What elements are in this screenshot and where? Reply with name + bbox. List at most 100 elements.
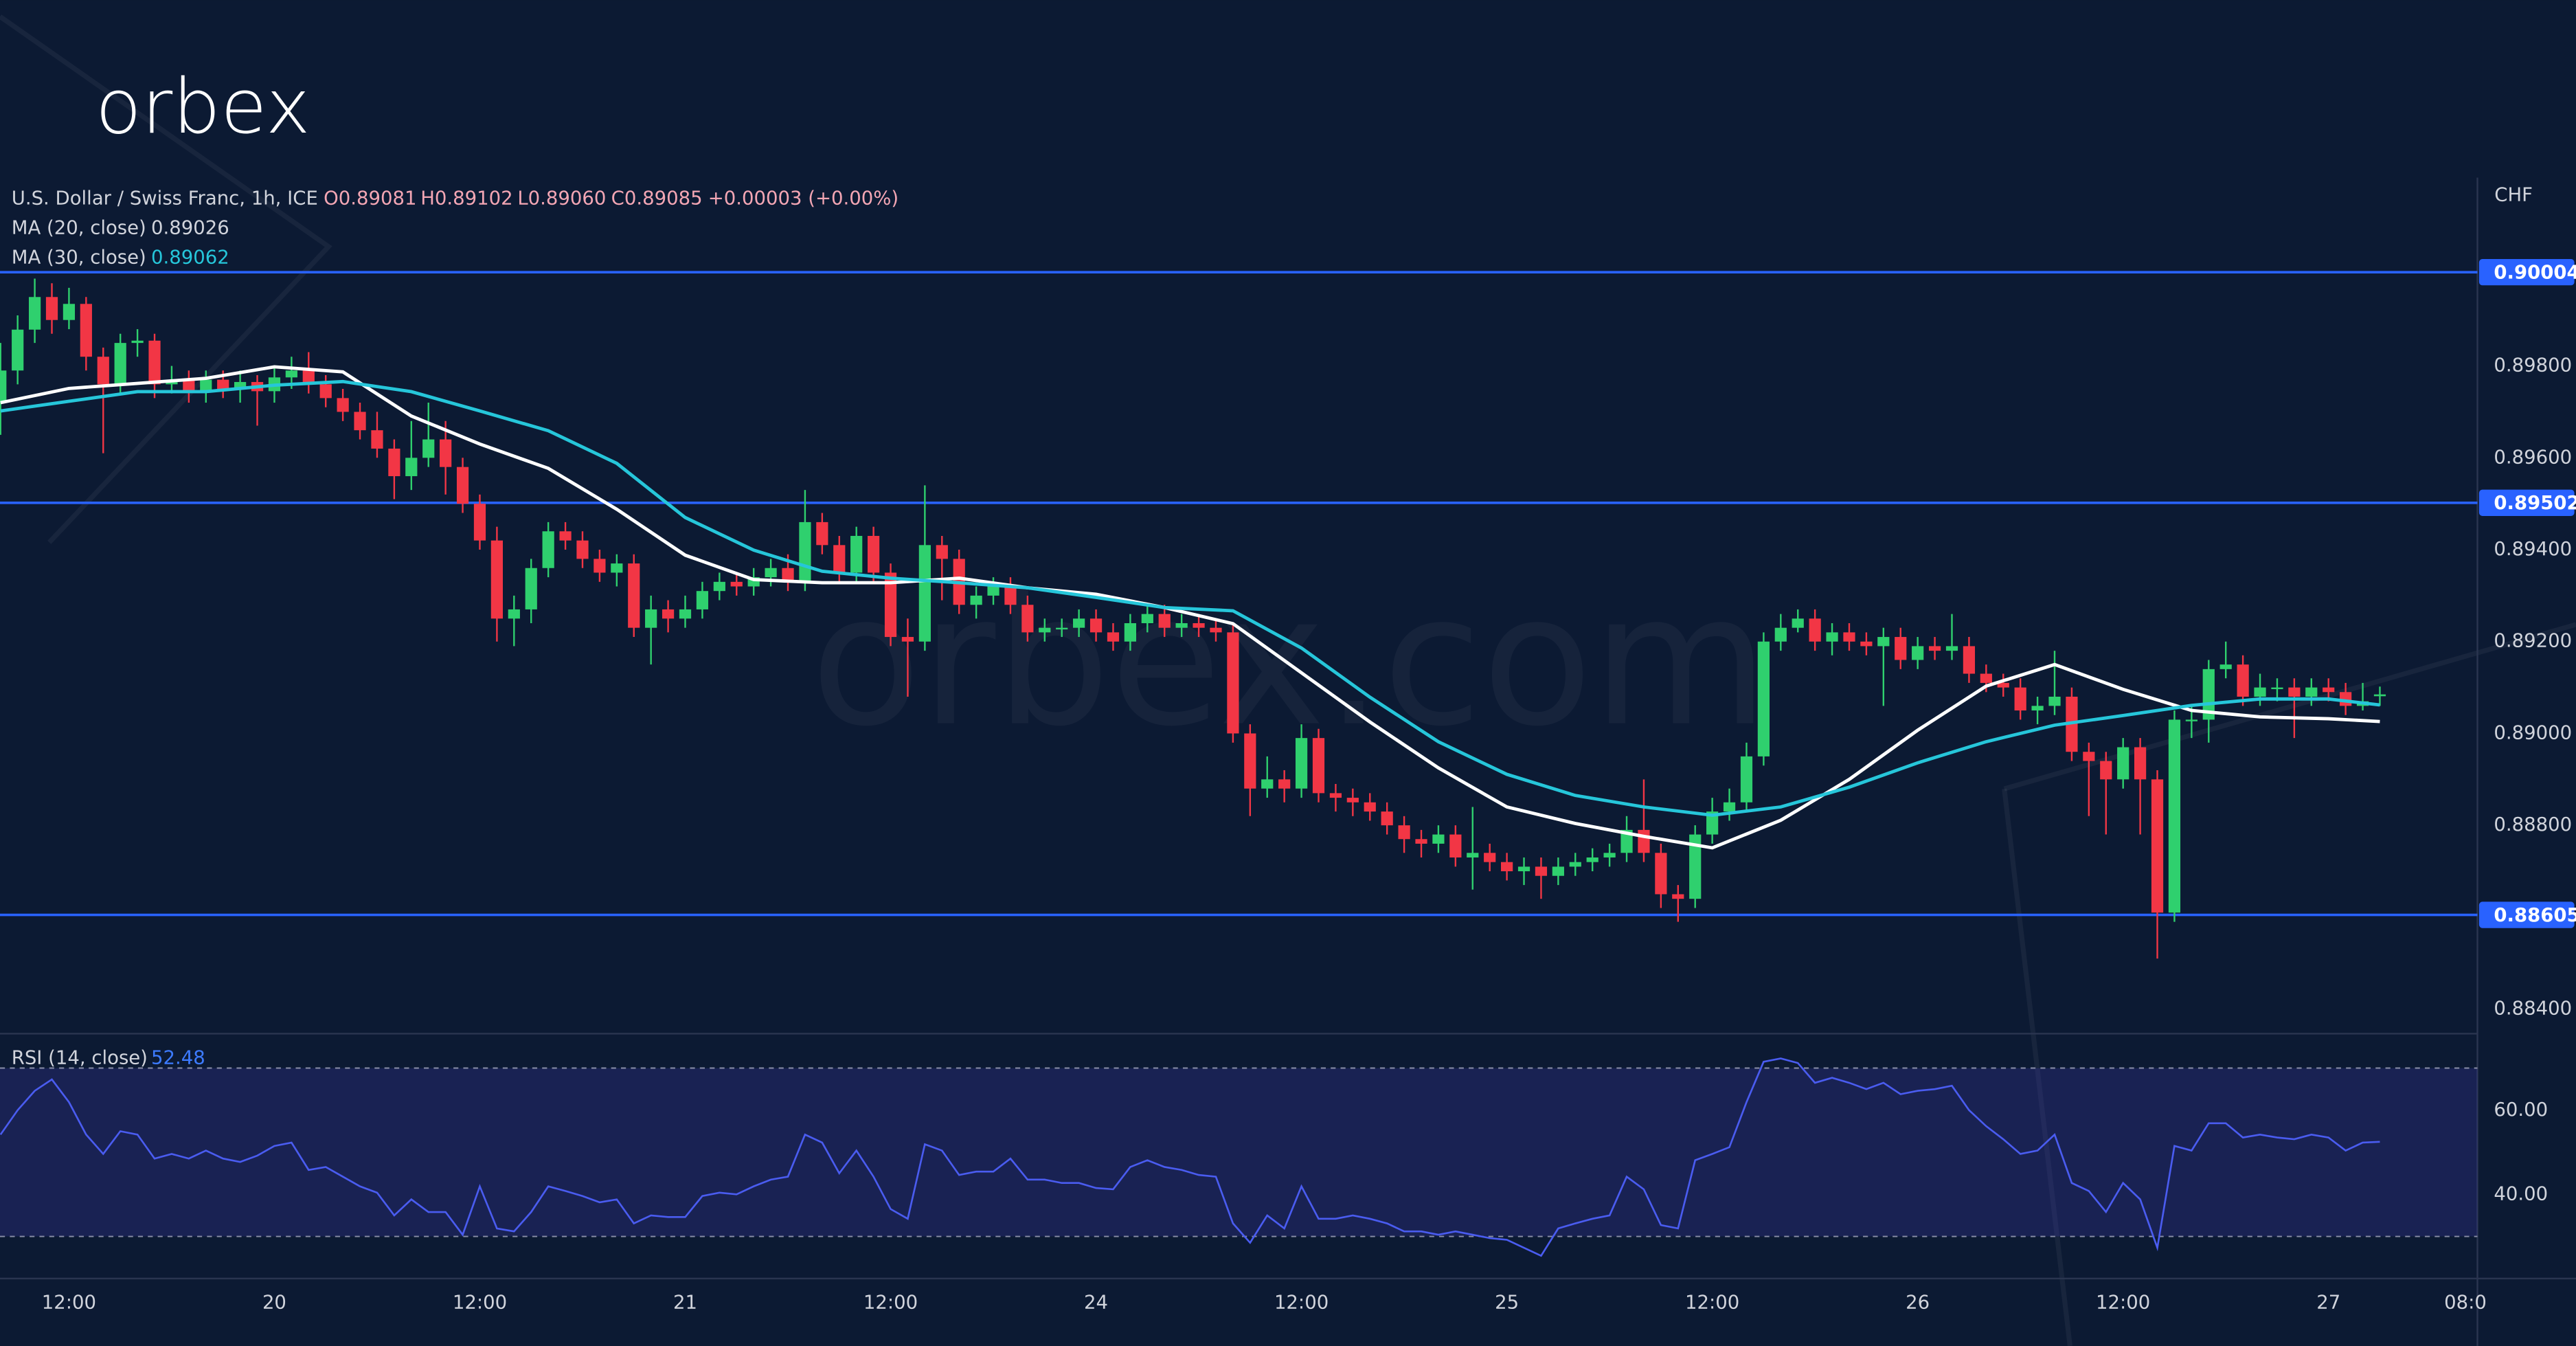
x-tick-label: 21 (673, 1292, 697, 1314)
candle-body (987, 586, 999, 596)
candle-body (1346, 798, 1359, 803)
candle-body (1227, 632, 1239, 734)
y-tick-label: 0.89400 (2494, 538, 2572, 560)
candle-body (405, 458, 418, 477)
candle-body (2185, 719, 2197, 721)
y-tick-label: 0.88800 (2494, 814, 2572, 835)
candle-body (713, 581, 725, 592)
candle-body (1415, 839, 1427, 844)
candle-body (1928, 646, 1941, 651)
candle-body (1261, 779, 1274, 789)
x-tick-label: 12:00 (863, 1292, 918, 1314)
candle-body (1689, 834, 1702, 899)
candle-body (1295, 738, 1308, 789)
candle-body (2031, 706, 2044, 711)
x-tick-label: 12:00 (1685, 1292, 1739, 1314)
candle-body (234, 381, 247, 390)
candle-body (114, 343, 126, 385)
moving-average (0, 379, 2380, 817)
ohlc-change: +0.00003 (+0.00%) (708, 188, 899, 210)
ohlc-close: C0.89085 (611, 188, 703, 210)
candle-body (0, 370, 7, 403)
candle-body (1021, 605, 1034, 633)
candle-body (28, 297, 41, 330)
candle-body (645, 609, 657, 628)
candle-body (918, 545, 931, 642)
candle-body (456, 467, 469, 504)
candle-body (1056, 627, 1068, 630)
level-label-box (2478, 901, 2575, 928)
candle-body (1843, 632, 1855, 642)
candle-body (884, 572, 897, 638)
rsi-line (0, 1057, 2380, 1257)
candle-body (1312, 738, 1325, 794)
decor-line (0, 14, 332, 544)
y-tick-label: 0.89600 (2494, 446, 2572, 468)
ohlc-high: H0.89102 (420, 188, 512, 210)
candle-body (1723, 802, 1736, 812)
candle-body (1158, 614, 1171, 628)
x-tick-label: 25 (1495, 1292, 1519, 1314)
candle-body (1141, 614, 1153, 623)
candle-body (936, 545, 948, 559)
candle-body (559, 531, 572, 541)
candle-body (525, 568, 537, 609)
candle-body (1535, 866, 1548, 876)
candle-body (1997, 682, 2009, 688)
candle-body (1449, 834, 1462, 857)
legend-value: 0.89062 (151, 247, 229, 269)
candle-body (97, 357, 109, 385)
candle-body (12, 329, 24, 371)
candle-body (1124, 622, 1137, 642)
candle-body (319, 384, 332, 399)
legend-name: MA (20, close) (12, 217, 146, 239)
candle-body (2254, 687, 2266, 697)
decor-line (2003, 622, 2576, 792)
candle-body (388, 448, 400, 477)
decor-line (2002, 788, 2072, 1346)
candle-body (1193, 622, 1205, 628)
symbol-title: U.S. Dollar / Swiss Franc, 1h, ICE (12, 188, 318, 210)
candle-body (2048, 696, 2061, 706)
candle-body (730, 581, 743, 587)
moving-average (0, 365, 2380, 850)
candle-body (2271, 687, 2283, 689)
candle-body (371, 430, 383, 449)
x-tick-label: 20 (262, 1292, 286, 1314)
candle-body (970, 595, 982, 605)
candle-body (1484, 853, 1496, 862)
candle-body (1244, 733, 1256, 789)
candle-body (131, 340, 144, 344)
y-tick-label: 0.89200 (2494, 630, 2572, 652)
level-label-box (2478, 489, 2575, 516)
level-label-box (2478, 259, 2575, 286)
candle-body (1329, 793, 1342, 798)
candle-body (148, 340, 161, 385)
ohlc-low: L0.89060 (517, 188, 606, 210)
candle-body (1774, 627, 1787, 642)
candle-body (576, 540, 589, 559)
candle-body (200, 379, 212, 392)
legend-value: 0.89026 (151, 217, 229, 239)
candle-body (1175, 622, 1188, 628)
candle-body (1073, 618, 1085, 628)
candle-body (473, 504, 486, 541)
candle-body (1809, 618, 1821, 642)
x-tick-label: 27 (2316, 1292, 2340, 1314)
candle-body (765, 568, 777, 578)
candle-body (1552, 866, 1564, 876)
candle-body (1912, 646, 1924, 660)
candle-body (2083, 752, 2095, 761)
candle-body (1895, 637, 1907, 660)
watermark: orbex.com (811, 557, 1768, 767)
candle-body (662, 609, 675, 619)
rsi-tick-label: 60.00 (2494, 1099, 2548, 1121)
candle-body (2323, 687, 2335, 693)
candle-body (1467, 853, 1479, 857)
candle-body (490, 540, 504, 619)
candle-body (901, 637, 914, 642)
y-tick-label: 0.89000 (2494, 721, 2572, 743)
x-tick-label: 12:00 (2096, 1292, 2150, 1314)
